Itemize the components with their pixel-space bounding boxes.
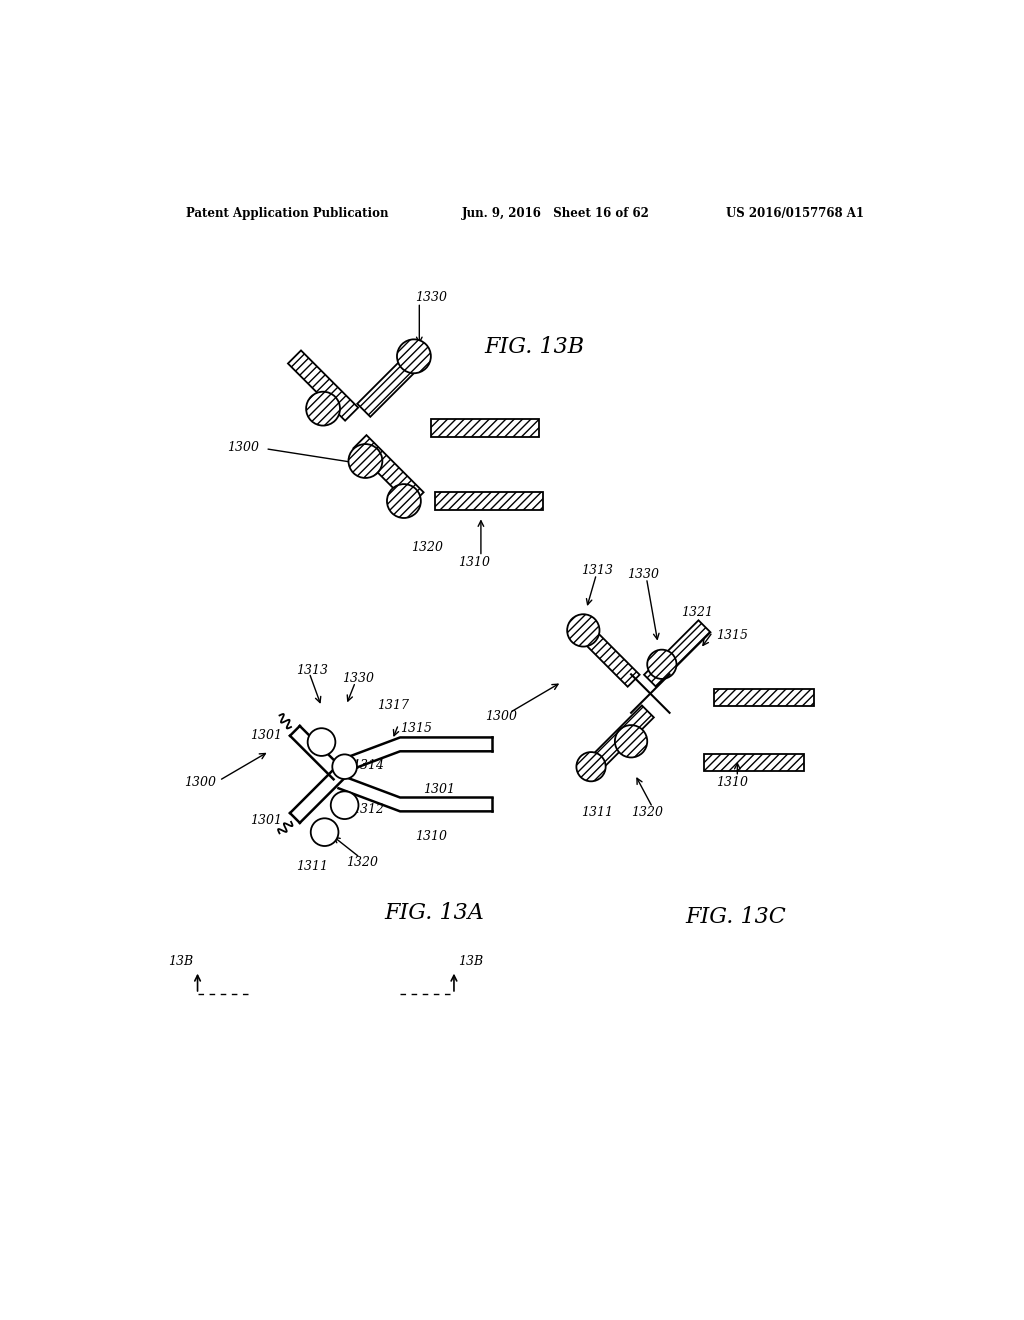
- Text: 1313: 1313: [581, 564, 613, 577]
- Text: 1301: 1301: [250, 730, 282, 742]
- Text: 1301: 1301: [423, 783, 455, 796]
- Circle shape: [310, 818, 339, 846]
- Text: FIG. 13A: FIG. 13A: [385, 902, 484, 924]
- Text: 1315: 1315: [400, 722, 432, 735]
- Polygon shape: [705, 755, 804, 771]
- Circle shape: [306, 392, 340, 425]
- Text: 1330: 1330: [342, 672, 375, 685]
- Polygon shape: [288, 350, 358, 421]
- Text: FIG. 13C: FIG. 13C: [685, 906, 785, 928]
- Circle shape: [307, 729, 336, 756]
- Circle shape: [348, 444, 382, 478]
- Circle shape: [577, 752, 605, 781]
- Text: 1311: 1311: [581, 807, 613, 820]
- Text: 1314: 1314: [352, 759, 384, 772]
- Text: 1310: 1310: [716, 776, 748, 788]
- Text: 1320: 1320: [631, 807, 664, 820]
- Text: FIG. 13B: FIG. 13B: [484, 337, 585, 358]
- Text: 1330: 1330: [628, 568, 659, 581]
- Text: 1301: 1301: [250, 814, 282, 828]
- Text: 1313: 1313: [296, 664, 328, 677]
- Text: 13B: 13B: [169, 954, 194, 968]
- Text: 1317: 1317: [377, 698, 409, 711]
- Circle shape: [397, 339, 431, 374]
- Polygon shape: [573, 620, 640, 686]
- Text: 13B: 13B: [458, 954, 483, 968]
- Text: 1300: 1300: [226, 441, 259, 454]
- Circle shape: [647, 649, 677, 678]
- Text: 1315: 1315: [716, 630, 748, 643]
- Polygon shape: [435, 492, 543, 511]
- Text: US 2016/0157768 A1: US 2016/0157768 A1: [726, 207, 863, 220]
- Polygon shape: [357, 347, 427, 417]
- Polygon shape: [593, 705, 654, 767]
- Text: 1300: 1300: [184, 776, 216, 788]
- Text: Patent Application Publication: Patent Application Publication: [186, 207, 388, 220]
- Circle shape: [333, 755, 357, 779]
- Circle shape: [331, 792, 358, 818]
- Circle shape: [387, 484, 421, 517]
- Text: 1321: 1321: [681, 606, 713, 619]
- Text: 1310: 1310: [458, 556, 489, 569]
- Text: 1330: 1330: [416, 290, 447, 304]
- Text: 1312: 1312: [352, 803, 384, 816]
- Text: Jun. 9, 2016   Sheet 16 of 62: Jun. 9, 2016 Sheet 16 of 62: [462, 207, 649, 220]
- Polygon shape: [353, 436, 424, 506]
- Circle shape: [614, 725, 647, 758]
- Polygon shape: [714, 689, 814, 706]
- Polygon shape: [431, 418, 539, 437]
- Text: 1320: 1320: [346, 857, 378, 870]
- Polygon shape: [644, 620, 711, 686]
- Text: 1311: 1311: [296, 861, 328, 874]
- Circle shape: [567, 614, 599, 647]
- Text: 1310: 1310: [416, 829, 447, 842]
- Text: 1300: 1300: [484, 710, 517, 723]
- Text: 1320: 1320: [412, 541, 443, 554]
